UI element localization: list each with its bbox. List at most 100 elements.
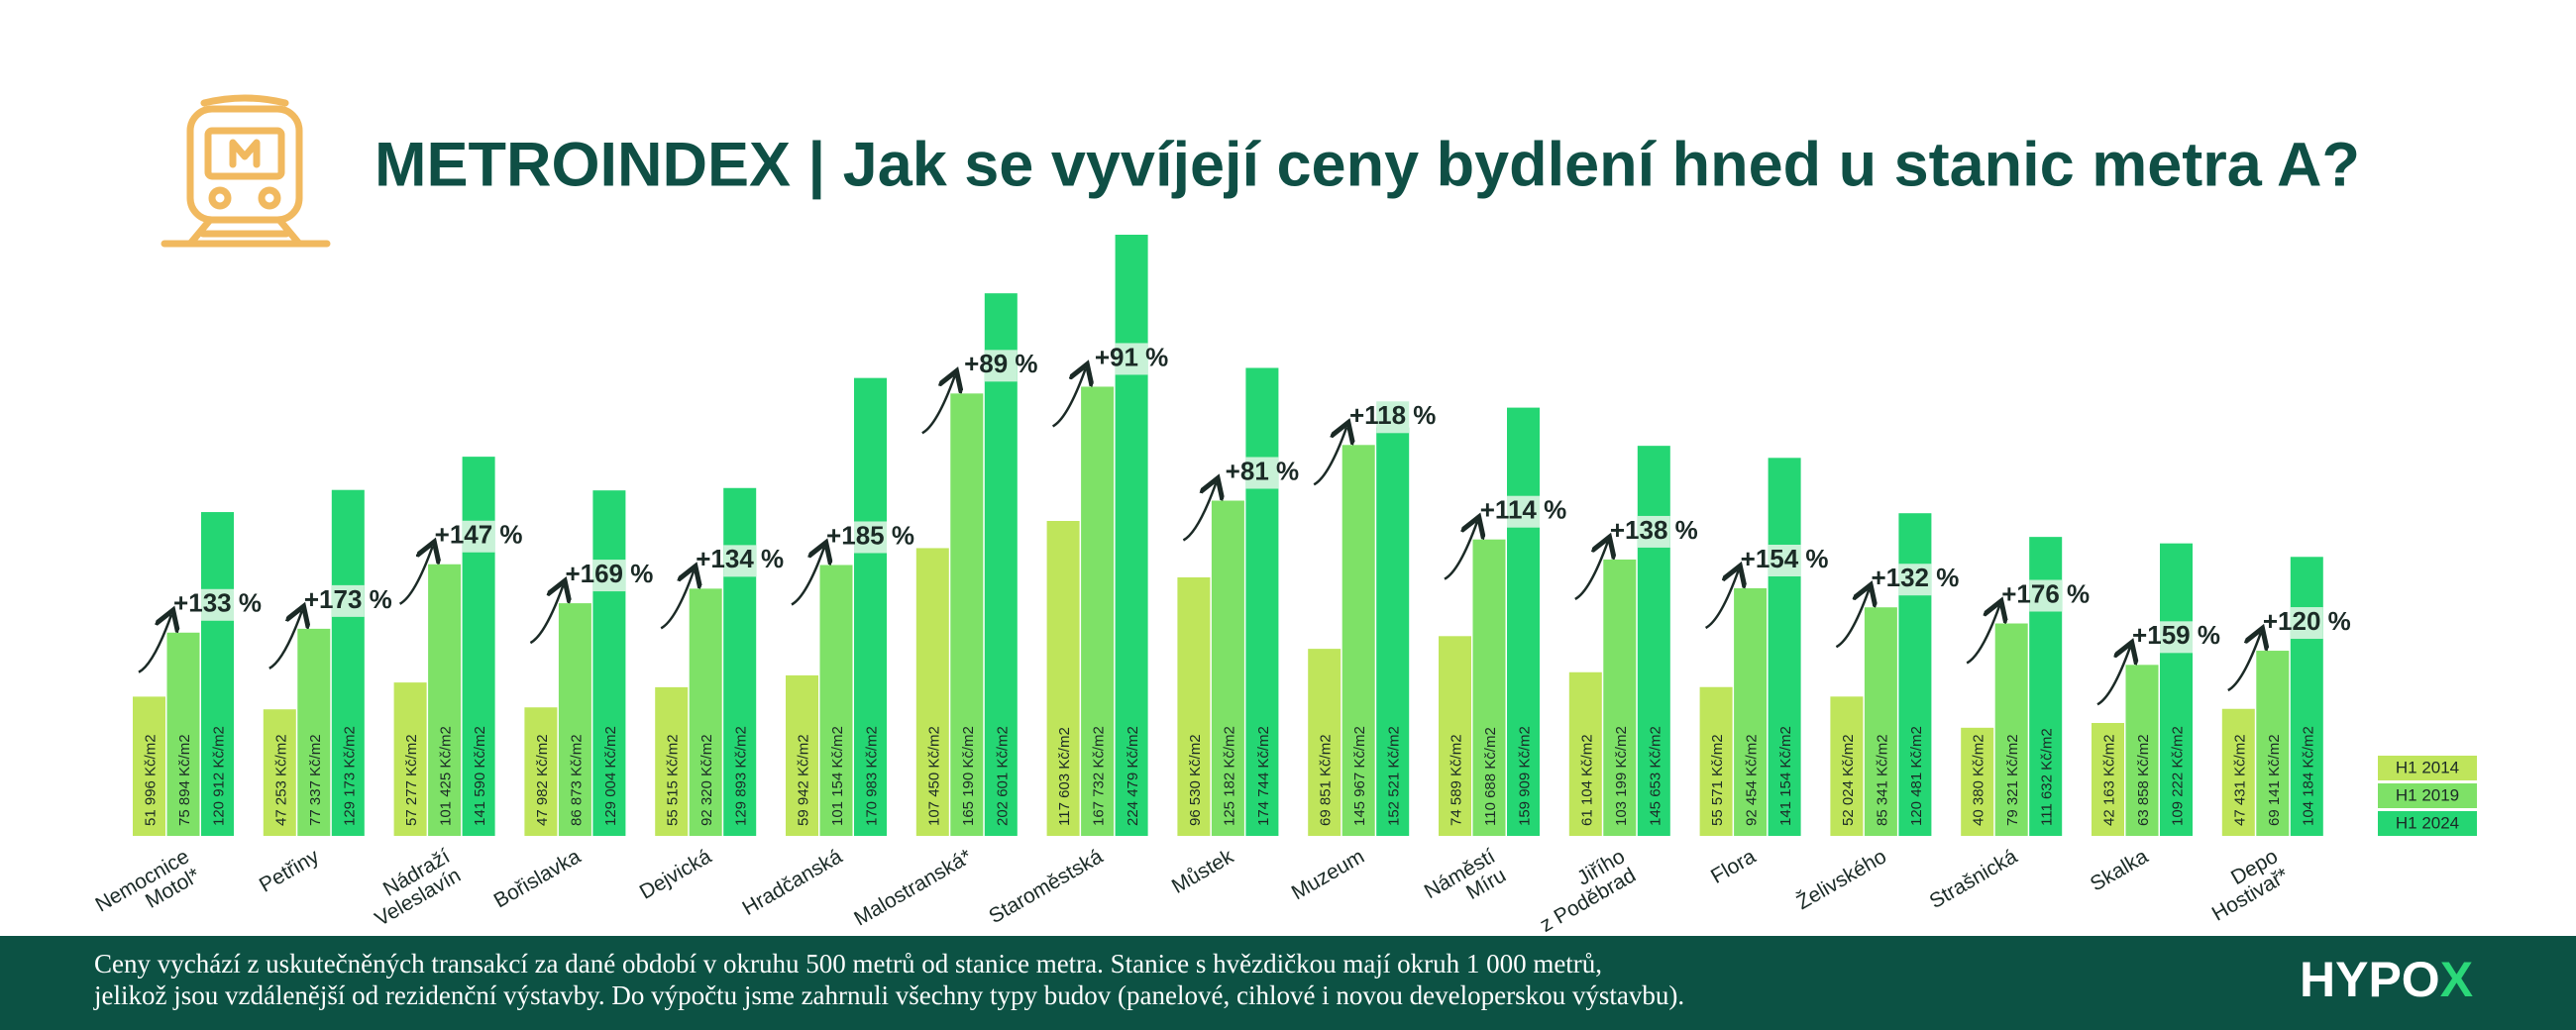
growth-label: +133 % <box>173 588 262 618</box>
value-label: 61 104 Kč/m2 <box>1578 734 1595 826</box>
legend-swatch <box>2378 756 2477 780</box>
value-label: 111 632 Kč/m2 <box>2039 728 2056 826</box>
value-label: 129 893 Kč/m2 <box>733 726 750 826</box>
bar <box>1342 445 1375 836</box>
value-label: 125 182 Kč/m2 <box>1221 726 1237 826</box>
growth-label-bg <box>854 521 887 554</box>
growth-arrow <box>268 611 302 670</box>
bar <box>786 674 818 836</box>
growth-label: +176 % <box>2001 578 2090 608</box>
bar <box>854 377 887 836</box>
growth-arrow <box>2096 647 2130 706</box>
bar <box>1115 235 1148 836</box>
value-label: 117 603 Kč/m2 <box>1056 727 1073 826</box>
growth-arrow <box>660 570 694 630</box>
value-label: 86 873 Kč/m2 <box>568 734 585 826</box>
bar <box>1507 407 1540 836</box>
bar <box>524 707 558 836</box>
bar <box>1376 427 1410 836</box>
value-label: 101 154 Kč/m2 <box>829 726 846 826</box>
value-label: 59 942 Kč/m2 <box>796 734 812 826</box>
value-label: 109 222 Kč/m2 <box>2170 726 2187 826</box>
value-label: 152 521 Kč/m2 <box>1386 726 1403 826</box>
growth-label-bg <box>201 588 234 621</box>
bar <box>331 489 365 836</box>
growth-arrow <box>1966 606 1999 665</box>
growth-label-bg <box>1507 495 1540 528</box>
value-label: 74 589 Kč/m2 <box>1449 734 1465 826</box>
value-label: 52 024 Kč/m2 <box>1840 734 1857 826</box>
growth-label-bg <box>1115 343 1148 375</box>
growth-label: +81 % <box>1226 456 1299 485</box>
growth-arrow <box>1444 522 1477 580</box>
value-label: 103 199 Kč/m2 <box>1613 726 1630 826</box>
growth-label: +91 % <box>1095 342 1168 371</box>
bar <box>2160 543 2193 836</box>
value-label: 75 894 Kč/m2 <box>176 734 193 826</box>
growth-label-bg <box>2160 621 2193 654</box>
growth-label: +132 % <box>1871 563 1959 592</box>
value-label: 145 967 Kč/m2 <box>1351 726 1368 826</box>
bar <box>1768 458 1801 836</box>
value-label: 77 337 Kč/m2 <box>307 734 324 826</box>
value-label: 69 141 Kč/m2 <box>2266 734 2283 826</box>
value-label: 145 653 Kč/m2 <box>1647 726 1664 826</box>
growth-label: +89 % <box>964 349 1037 378</box>
value-label: 165 190 Kč/m2 <box>960 726 977 826</box>
growth-arrow <box>921 375 955 435</box>
growth-label: +134 % <box>696 544 784 573</box>
growth-label: +173 % <box>304 584 392 614</box>
bar <box>1603 559 1637 836</box>
footer-band <box>0 936 2576 1030</box>
bar <box>2290 557 2323 836</box>
growth-arrow <box>1704 570 1739 630</box>
value-label: 170 983 Kč/m2 <box>864 726 881 826</box>
growth-label: +147 % <box>435 520 523 550</box>
bar <box>201 512 234 836</box>
growth-arrow <box>398 547 433 605</box>
growth-label-bg <box>1376 401 1410 434</box>
growth-arrow <box>1313 427 1346 486</box>
bar <box>1734 588 1768 836</box>
growth-arrow <box>1574 542 1608 601</box>
bar <box>297 628 331 836</box>
value-label: 55 571 Kč/m2 <box>1709 734 1726 826</box>
value-label: 167 732 Kč/m2 <box>1091 726 1108 826</box>
bar <box>2221 708 2255 836</box>
value-label: 47 431 Kč/m2 <box>2231 734 2248 826</box>
growth-label: +169 % <box>565 559 653 588</box>
bar <box>166 632 200 836</box>
bar <box>1245 367 1279 836</box>
bar <box>1081 386 1115 836</box>
value-label: 141 154 Kč/m2 <box>1777 726 1794 826</box>
bar <box>1994 623 2028 836</box>
bar <box>1472 539 1506 836</box>
growth-label-bg <box>723 545 757 577</box>
growth-label-bg <box>1768 545 1801 577</box>
bar <box>915 548 949 836</box>
bar <box>428 564 462 836</box>
value-label: 129 173 Kč/m2 <box>341 726 358 826</box>
value-label: 224 479 Kč/m2 <box>1125 726 1141 826</box>
growth-label-bg <box>984 350 1018 382</box>
brand-accent: X <box>2440 952 2473 1007</box>
growth-label: +138 % <box>1610 515 1698 545</box>
growth-label: +120 % <box>2263 606 2351 636</box>
value-label: 129 004 Kč/m2 <box>602 726 619 826</box>
growth-label-bg <box>1637 515 1670 548</box>
bar <box>1830 696 1864 836</box>
value-label: 85 341 Kč/m2 <box>1874 734 1890 826</box>
bar <box>1961 727 1994 836</box>
value-label: 107 450 Kč/m2 <box>925 726 942 826</box>
growth-label: +118 % <box>1349 400 1436 430</box>
footer-line: Ceny vychází z uskutečněných transakcí z… <box>94 949 1603 978</box>
growth-label-bg <box>462 520 495 553</box>
value-label: 69 851 Kč/m2 <box>1318 734 1335 826</box>
value-label: 202 601 Kč/m2 <box>994 726 1011 826</box>
growth-arrow <box>138 615 171 673</box>
bar <box>393 682 427 836</box>
bar <box>263 709 296 836</box>
growth-label-bg <box>1245 457 1279 489</box>
